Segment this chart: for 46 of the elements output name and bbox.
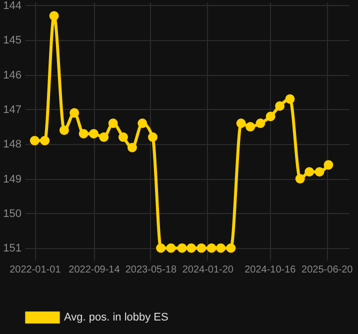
x-tick-label: 2024-10-16 <box>244 264 296 276</box>
point <box>246 122 256 132</box>
point <box>226 243 236 253</box>
point <box>88 128 98 138</box>
point <box>216 243 226 253</box>
y-tick-label: 149 <box>3 173 22 186</box>
x-tick-label: 2024-01-20 <box>182 264 234 276</box>
point <box>314 167 324 177</box>
point <box>99 132 109 142</box>
legend-label: Avg. pos. in lobby ES <box>64 312 168 324</box>
point <box>295 174 305 184</box>
y-tick-label: 148 <box>3 138 22 151</box>
y-tick-label: 145 <box>3 34 22 47</box>
x-tick-label: 2022-01-01 <box>10 264 62 276</box>
point <box>138 118 148 128</box>
point <box>206 243 216 253</box>
point <box>324 160 334 170</box>
x-tick-label: 2023-05-18 <box>125 264 177 276</box>
point <box>40 136 50 146</box>
point <box>49 11 59 21</box>
point <box>30 136 40 146</box>
point <box>156 243 166 253</box>
point <box>266 112 276 122</box>
y-tick-label: 146 <box>3 69 22 82</box>
point <box>256 118 266 128</box>
point <box>70 108 80 118</box>
y-tick-label: 147 <box>3 104 22 116</box>
point <box>166 243 176 253</box>
point <box>108 118 118 128</box>
point <box>59 126 69 135</box>
point <box>236 118 246 128</box>
point <box>127 142 137 152</box>
point <box>186 243 196 253</box>
point <box>275 101 285 111</box>
y-tick-label: 150 <box>3 208 22 220</box>
y-tick-label: 144 <box>3 0 22 12</box>
point <box>118 132 128 142</box>
point <box>78 128 88 138</box>
x-tick-label: 2025-06-20 <box>302 264 354 276</box>
point <box>177 243 187 253</box>
point <box>196 243 206 253</box>
point <box>285 94 295 104</box>
point <box>148 132 158 142</box>
y-tick-label: 151 <box>3 242 22 255</box>
point <box>304 167 314 177</box>
x-tick-label: 2022-09-14 <box>68 264 120 276</box>
